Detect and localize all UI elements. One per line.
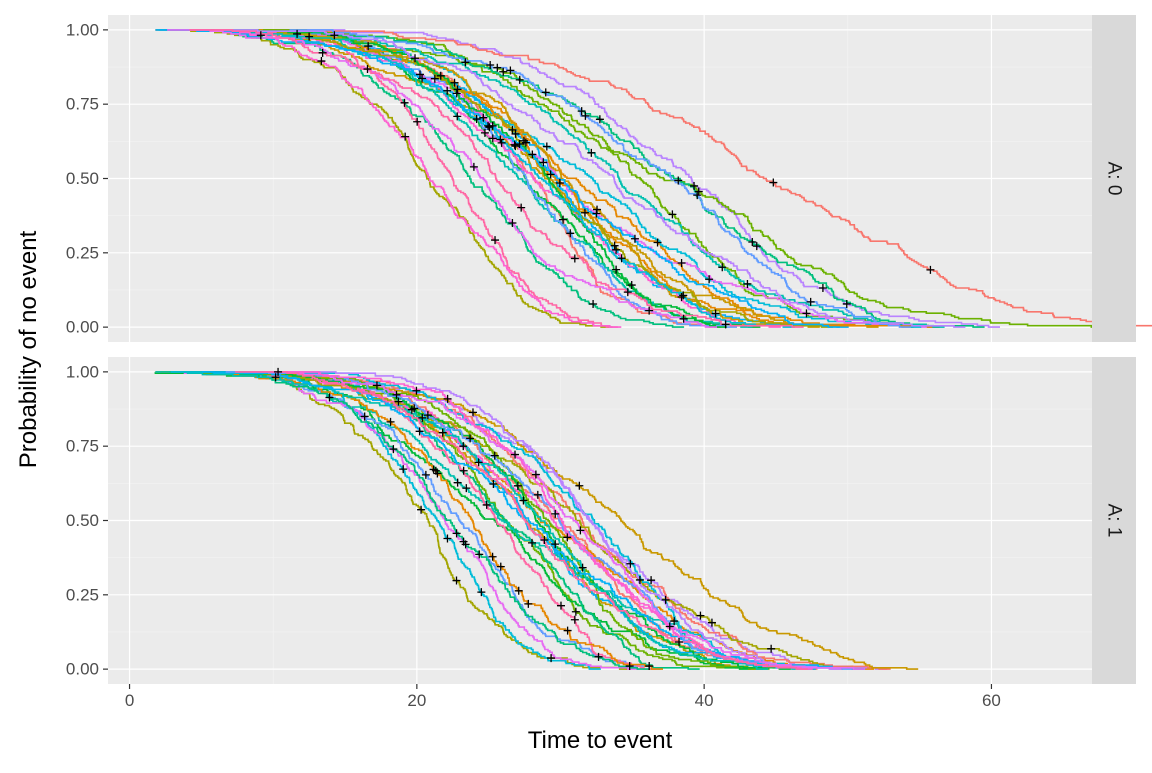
x-tick-label: 60 [982,691,1001,710]
x-tick-label: 40 [695,691,714,710]
y-tick-label: 1.00 [66,20,99,39]
x-axis-title: Time to event [528,727,673,754]
y-tick-label: 0.00 [66,660,99,679]
x-tick-label: 0 [125,691,134,710]
y-tick-label: 0.75 [66,437,99,456]
x-tick-label: 20 [407,691,426,710]
y-tick-label: 0.75 [66,95,99,114]
y-tick-label: 0.00 [66,318,99,337]
y-tick-label: 0.50 [66,511,99,530]
y-tick-label: 0.50 [66,169,99,188]
y-tick-label: 0.25 [66,243,99,262]
y-tick-label: 0.25 [66,585,99,604]
facet-strip-label: A: 0 [1104,162,1125,196]
y-axis-title: Probability of no event [15,230,42,468]
y-tick-label: 1.00 [66,362,99,381]
facet-strip-label: A: 1 [1104,504,1125,538]
